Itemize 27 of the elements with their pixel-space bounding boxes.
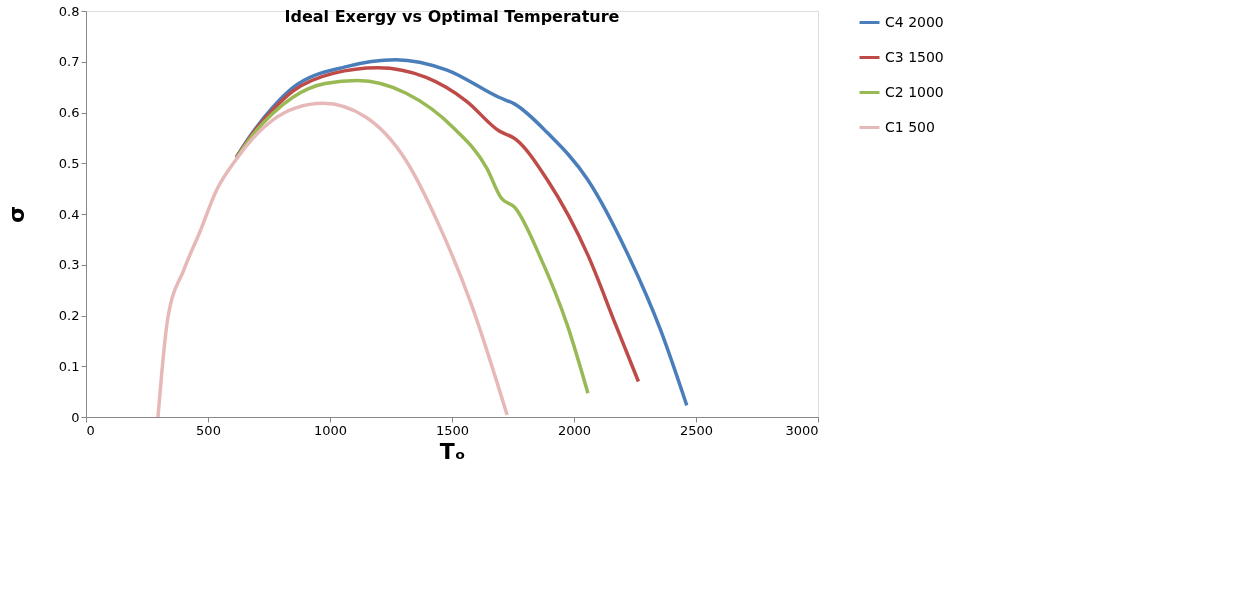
y-tick-label: 0.4 <box>58 206 80 222</box>
legend-label: C3 1500 <box>885 48 944 65</box>
x-tick-label: 0 <box>86 422 95 438</box>
x-tick-label: 2000 <box>557 422 592 438</box>
line-series <box>234 57 689 408</box>
y-tick-label: 0.5 <box>58 155 80 171</box>
y-axis-title: σ <box>3 205 29 224</box>
legend-label: C1 500 <box>885 118 935 135</box>
x-tick-label: 1000 <box>313 422 348 438</box>
y-tick-label: 0.6 <box>58 105 80 120</box>
x-tick-label: 3000 <box>785 422 819 438</box>
y-tick-label: 0.7 <box>58 54 80 70</box>
y-tick-label: 0.3 <box>58 257 80 273</box>
line-series <box>234 78 590 395</box>
y-tick-label: 0 <box>71 409 80 425</box>
legend-label: C4 2000 <box>885 13 944 30</box>
y-tick-label: 0.2 <box>58 308 80 323</box>
y-tick-label: 0.8 <box>58 3 80 19</box>
x-axis-title: Tₒ <box>439 438 466 464</box>
line-series <box>234 66 641 384</box>
y-tick-label: 0.1 <box>58 358 80 374</box>
chart-title: Ideal Exergy vs Optimal Temperature <box>284 7 620 26</box>
legend-label: C2 1000 <box>885 83 944 100</box>
x-tick-label: 1500 <box>435 422 470 438</box>
x-tick-label: 500 <box>196 422 221 438</box>
x-tick-label: 2500 <box>679 422 714 438</box>
line-series <box>156 101 509 417</box>
